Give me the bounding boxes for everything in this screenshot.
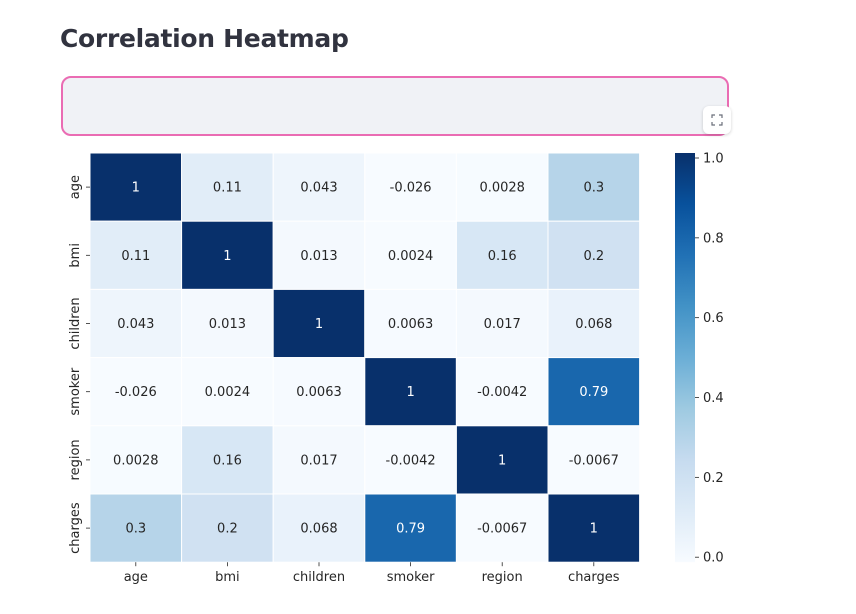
cell-value-label: -0.0042 [386,453,436,468]
y-axis-ticks: age bmi children smoker region charges [68,175,90,554]
heatmap-cell [547,152,641,222]
cell-value-label: 0.0063 [296,385,342,400]
heatmap-cell [455,357,549,427]
colorbar-tick-label: 0.2 [703,471,724,486]
cell-value-label: 0.017 [484,317,521,332]
heatmap-cell [547,425,641,495]
colorbar-tick-label: 0.4 [703,391,724,406]
x-tick-label: age [124,570,148,585]
cell-value-label: 0.043 [300,181,337,196]
cell-value-label: 0.0024 [205,385,251,400]
heatmap-cell-labels: 1 0.11 0.043 -0.026 0.0028 0.3 0.11 1 0.013 0.002… [113,181,619,537]
cell-value-label: 0.3 [583,181,604,196]
cell-value-label: 0.068 [575,317,612,332]
colorbar-tick-label: 0.6 [703,311,724,326]
heatmap-cell [272,425,366,495]
heatmap-cell [547,288,641,359]
heatmap-cell [547,357,641,427]
x-tick-label: children [293,570,345,585]
y-tick-label: smoker [68,367,83,415]
heatmap-cell [272,357,366,427]
cell-value-label: -0.0067 [569,453,619,468]
cell-value-label: 0.11 [121,249,150,264]
cell-value-label: 0.16 [488,249,517,264]
x-tick-label: bmi [215,570,240,585]
cell-value-label: 0.017 [300,453,337,468]
y-tick-label: charges [68,502,83,554]
y-tick-label: age [68,175,83,199]
cell-value-label: 0.0028 [479,181,525,196]
heatmap-cell [89,288,183,359]
heatmap-cell [547,220,641,290]
cell-value-label: 0.3 [125,522,146,537]
heatmap-cell [181,357,274,427]
cell-value-label: 0.043 [117,317,154,332]
cell-value-label: 0.16 [213,453,242,468]
heatmap-cell [364,288,457,359]
cell-value-label: 1 [498,453,506,468]
cell-value-label: 0.013 [209,317,246,332]
y-tick-label: bmi [68,243,83,268]
x-tick-label: charges [568,570,620,585]
cell-value-label: 0.0028 [113,453,159,468]
heatmap-cell [455,152,549,222]
cell-value-label: -0.026 [390,181,432,196]
cell-value-label: 0.79 [396,522,425,537]
heatmap-cell [455,220,549,290]
heatmap-cells [89,152,641,563]
heatmap-cell [364,493,457,563]
colorbar: 0.0 0.2 0.4 0.6 0.8 1.0 [675,152,724,566]
cell-value-label: -0.026 [115,385,157,400]
expand-icon [711,114,723,126]
heatmap-cell [181,220,274,290]
cell-value-label: 0.11 [213,181,242,196]
cell-value-label: 1 [315,317,323,332]
colorbar-tick-label: 0.0 [703,551,724,566]
heatmap-cell [547,493,641,563]
cell-value-label: 0.068 [300,522,337,537]
cell-value-label: 0.0063 [388,317,434,332]
cell-value-label: 0.0024 [388,249,434,264]
element-toolbar-area [61,76,729,136]
cell-value-label: 1 [590,522,598,537]
cell-value-label: 1 [223,249,231,264]
colorbar-tick-label: 0.8 [703,231,724,246]
cell-value-label: 0.79 [579,385,608,400]
cell-value-label: -0.0067 [477,522,527,537]
heatmap-cell [89,357,183,427]
cell-value-label: 1 [406,385,414,400]
colorbar-gradient [675,153,695,563]
cell-value-label: 0.2 [583,249,604,264]
heatmap-cell [181,288,274,359]
heatmap-cell [364,357,457,427]
cell-value-label: 0.013 [300,249,337,264]
heatmap-cell [364,220,457,290]
colorbar-tick-label: 1.0 [703,152,724,167]
page-title: Correlation Heatmap [60,24,349,53]
heatmap-cell [272,288,366,359]
x-tick-label: smoker [387,570,435,585]
cell-value-label: 0.2 [217,522,238,537]
heatmap-cell [455,288,549,359]
y-tick-label: children [68,297,83,349]
x-axis-ticks: age bmi children smoker region charges [124,562,620,585]
fullscreen-button[interactable] [703,106,731,134]
y-tick-label: region [68,439,83,480]
heatmap-cell [89,152,183,222]
heatmap-cell [455,425,549,495]
x-tick-label: region [482,570,523,585]
cell-value-label: -0.0042 [477,385,527,400]
cell-value-label: 1 [132,181,140,196]
heatmap-cell [272,493,366,563]
heatmap-cell [364,425,457,495]
